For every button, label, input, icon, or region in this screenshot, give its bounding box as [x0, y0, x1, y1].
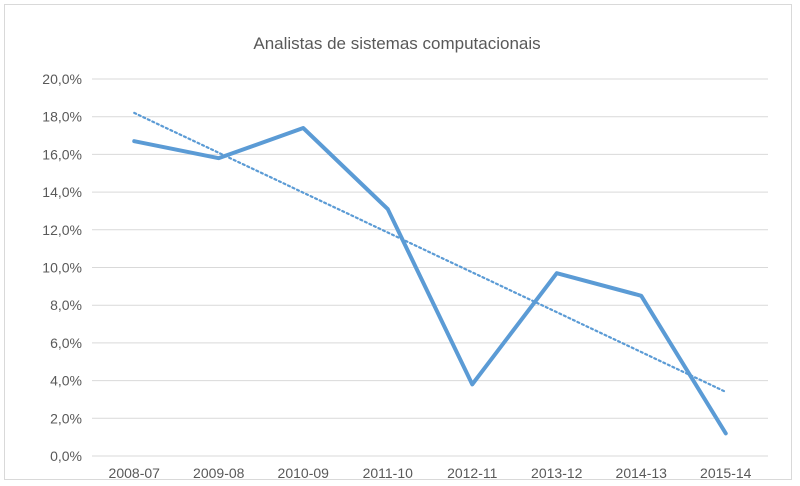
line-chart: Analistas de sistemas computacionais 0,0…	[42, 34, 768, 481]
gridlines	[92, 78, 768, 457]
x-tick-label: 2010-09	[278, 465, 330, 479]
chart-title: Analistas de sistemas computacionais	[253, 34, 540, 53]
y-tick-label: 0,0%	[50, 448, 82, 464]
x-axis-tick-labels: 2008-07 2009-08 2010-09 2011-10 2012-11 2013-…	[109, 465, 752, 481]
x-tick-label: 2011-10	[363, 465, 414, 479]
y-tick-label: 20,0%	[42, 71, 82, 87]
y-tick-label: 18,0%	[42, 109, 82, 125]
y-tick-label: 12,0%	[42, 222, 82, 238]
x-tick-label: 2009-08	[193, 465, 245, 479]
y-tick-label: 6,0%	[50, 335, 82, 351]
series-line	[132, 126, 728, 436]
x-tick-label: 2013-12	[531, 465, 583, 479]
y-axis-tick-labels: 0,0% 2,0% 4,0% 6,0% 8,0% 10,0% 12,0% 14,0% 16,0%…	[42, 71, 82, 464]
x-tick-label: 2015-14	[700, 465, 752, 479]
x-tick-label: 2012-11	[447, 465, 498, 479]
trendline	[133, 111, 727, 394]
y-tick-label: 10,0%	[42, 260, 82, 276]
x-tick-label: 2008-07	[109, 465, 161, 479]
y-tick-label: 4,0%	[50, 373, 82, 389]
y-tick-label: 8,0%	[50, 297, 82, 313]
y-tick-label: 2,0%	[50, 410, 82, 426]
series-layer	[132, 126, 728, 436]
x-tick-label: 2014-13	[616, 465, 668, 479]
trendline-layer	[133, 111, 727, 394]
chart-frame: Analistas de sistemas computacionais 0,0…	[4, 4, 792, 481]
y-tick-label: 14,0%	[42, 184, 82, 200]
y-tick-label: 16,0%	[42, 146, 82, 162]
